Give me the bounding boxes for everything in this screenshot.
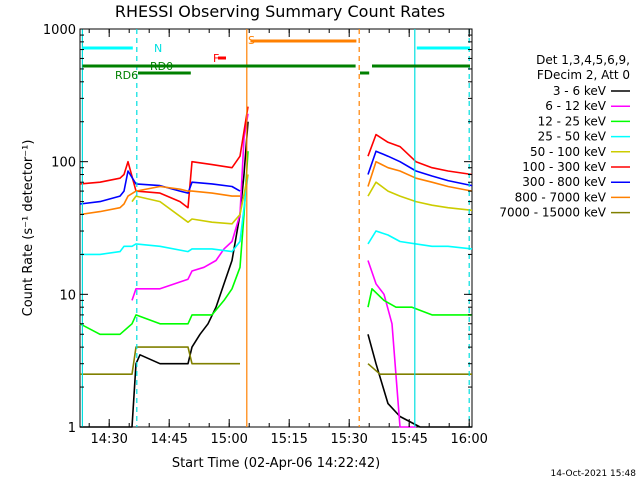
footer-date: 14-Oct-2021 15:48	[551, 469, 637, 479]
x-tick-label: 15:45	[390, 432, 427, 447]
x-tick-label: 15:00	[210, 432, 247, 447]
saa-label: S	[248, 34, 255, 47]
legend-header-line: Det 1,3,4,5,6,9,	[536, 53, 630, 67]
series-line-7	[79, 160, 473, 216]
series-line-6	[79, 150, 473, 205]
legend-header-line: FDecim 2, Att 0	[537, 68, 630, 82]
x-tick-label: 14:30	[90, 432, 127, 447]
y-tick-label: 1000	[43, 23, 76, 38]
legend-entry-label: 12 - 25 keV	[538, 114, 607, 128]
y-tick-label: 1	[68, 421, 76, 436]
rd6-label: RD6	[115, 69, 138, 82]
series-line-5	[79, 106, 473, 209]
legend-entry-label: 25 - 50 keV	[538, 130, 607, 144]
legend-entry-label: 300 - 800 keV	[522, 175, 606, 189]
plot-frame	[79, 28, 473, 428]
y-tick-label: 100	[51, 156, 76, 171]
series-line-0	[80, 121, 472, 428]
legend-entry-label: 6 - 12 keV	[545, 99, 607, 113]
series-line-2	[79, 151, 472, 336]
legend-entry-label: 50 - 100 keV	[530, 145, 607, 159]
flare-label: F	[213, 52, 219, 65]
legend-entry-label: 100 - 300 keV	[522, 160, 606, 174]
series-line-3	[80, 174, 473, 256]
x-axis-label: Start Time (02-Apr-06 14:22:42)	[172, 456, 380, 471]
chart-title: RHESSI Observing Summary Count Rates	[115, 2, 445, 21]
series-line-4	[131, 174, 473, 225]
legend-entry-label: 800 - 7000 keV	[515, 190, 607, 204]
y-axis-label: Count Rate (s⁻¹ detector⁻¹)	[21, 140, 36, 317]
x-tick-label: 15:30	[330, 432, 367, 447]
legend-entry-label: 3 - 6 keV	[553, 84, 607, 98]
x-tick-label: 16:00	[450, 432, 487, 447]
legend-entry-label: 7000 - 15000 keV	[499, 206, 606, 220]
rd0-label: RD0	[150, 60, 173, 73]
y-tick-label: 10	[59, 288, 76, 303]
x-tick-label: 15:15	[270, 432, 307, 447]
night-label: N	[154, 42, 162, 55]
x-tick-label: 14:45	[150, 432, 187, 447]
series-line-1	[131, 113, 416, 428]
series-line-8	[80, 346, 472, 375]
